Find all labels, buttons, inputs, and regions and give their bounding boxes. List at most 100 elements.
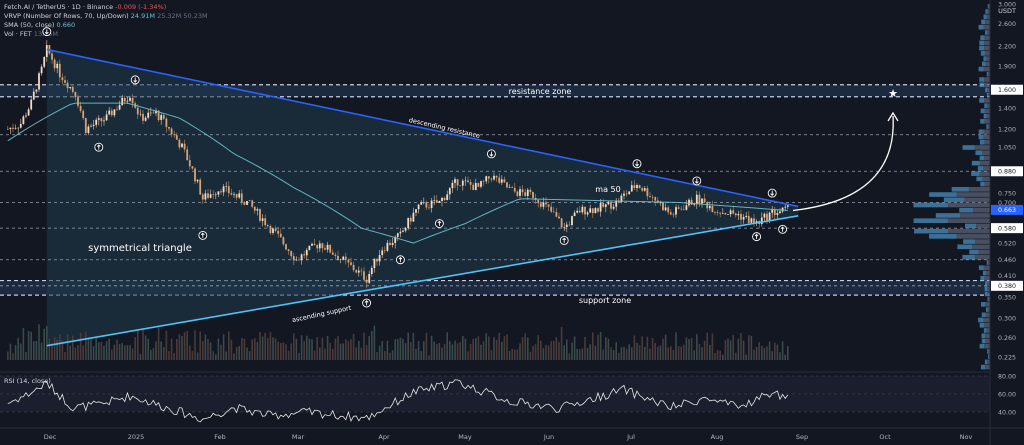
vrvp-bar [986,113,990,119]
volume-bar [316,337,318,360]
candle-body [212,194,215,195]
candle-body [537,200,540,204]
candle-body [636,185,638,189]
candle-body [95,119,98,125]
volume-bar [186,330,188,360]
vrvp-bar [951,187,969,192]
candle-body [318,243,321,249]
candle-body [32,91,35,100]
volume-bar [610,347,612,360]
volume-bar [690,338,693,360]
vrvp-bar [978,24,984,30]
volume-bar [657,346,659,360]
candle-body [61,77,64,81]
rsi-tick-label: 60.00 [998,391,1016,398]
candle-body [719,212,722,214]
vrvp-bar [978,66,984,72]
candle-body [53,59,56,69]
annotation-label: symmetrical triangle [88,243,192,254]
candle-body [495,175,498,178]
volume-bar [688,338,690,360]
volume-bar [774,342,776,360]
sma-line: SMA (50, close) 0.660 [4,21,75,29]
vrvp-bar [981,312,986,318]
volume-bar [701,347,703,360]
volume-bar [371,330,373,360]
candle-body [282,237,285,245]
volume-bar [584,336,586,360]
volume-bar [373,325,376,360]
candle-body [402,230,404,232]
volume-bar [230,339,233,360]
candle-body [207,193,209,198]
volume-bar [53,337,56,360]
vrvp-bar [985,312,990,318]
volume-bar [571,342,573,360]
volume-bar [615,342,617,360]
candle-body [771,209,774,213]
volume-bar [560,326,563,360]
volume-bar [352,333,355,360]
candle-body [298,259,300,261]
candle-body [352,264,355,271]
price-tick-label: 0.410 [998,273,1016,280]
volume-bar [381,341,383,360]
volume-bar [111,349,113,360]
candle-body [360,270,363,272]
volume-bar [342,343,344,360]
candle-body [732,210,735,214]
time-tick-label: May [458,433,472,441]
candle-body [737,214,740,216]
volume-bar [623,346,625,360]
volume-bar [77,345,79,360]
candle-body [311,243,313,246]
candle-body [682,209,685,210]
candle-body [552,211,555,213]
candle-body [716,212,719,214]
candle-body [610,201,612,209]
volume-bar [142,329,144,360]
volume-bar [378,345,381,360]
volume-bar [667,347,669,360]
volume-bar [711,333,714,360]
volume-bar [436,344,438,360]
vrvp-bar [988,71,990,77]
price-tick-label: 0.663 [998,207,1016,214]
candle-body [82,110,85,119]
volume-bar [651,337,654,360]
candle-body [162,115,165,119]
volume-bar [597,334,599,360]
volume-bar [274,338,277,360]
volume-bar [482,341,485,360]
volume-bar [191,350,194,360]
vrvp-bar [968,187,990,192]
vrvp-bar [960,213,990,218]
current-price-marker [991,204,1023,215]
candle-body [563,227,566,228]
arrow-up-icon [780,226,785,232]
vrvp-bar [986,270,990,276]
volume-bar [467,351,469,360]
candle-body [428,207,430,209]
candle-body [103,120,105,122]
volume-bar [100,341,103,360]
volume-bar [410,341,412,360]
volume-bar [521,337,524,360]
candle-body [612,206,615,209]
candle-body [272,228,274,233]
candle-body [66,82,69,89]
volume-bar [59,334,61,360]
vrvp-bar [929,234,957,239]
volume-bar [337,335,339,360]
volume-bar [394,339,396,360]
candle-body [58,63,61,78]
vrvp-bar [978,265,984,271]
candle-body [685,205,688,210]
candle-body [646,188,649,197]
candle-body [376,258,378,262]
candle-body [747,215,750,223]
candle-body [662,202,664,211]
volume-bar [758,342,760,360]
volume-bar [706,332,708,360]
